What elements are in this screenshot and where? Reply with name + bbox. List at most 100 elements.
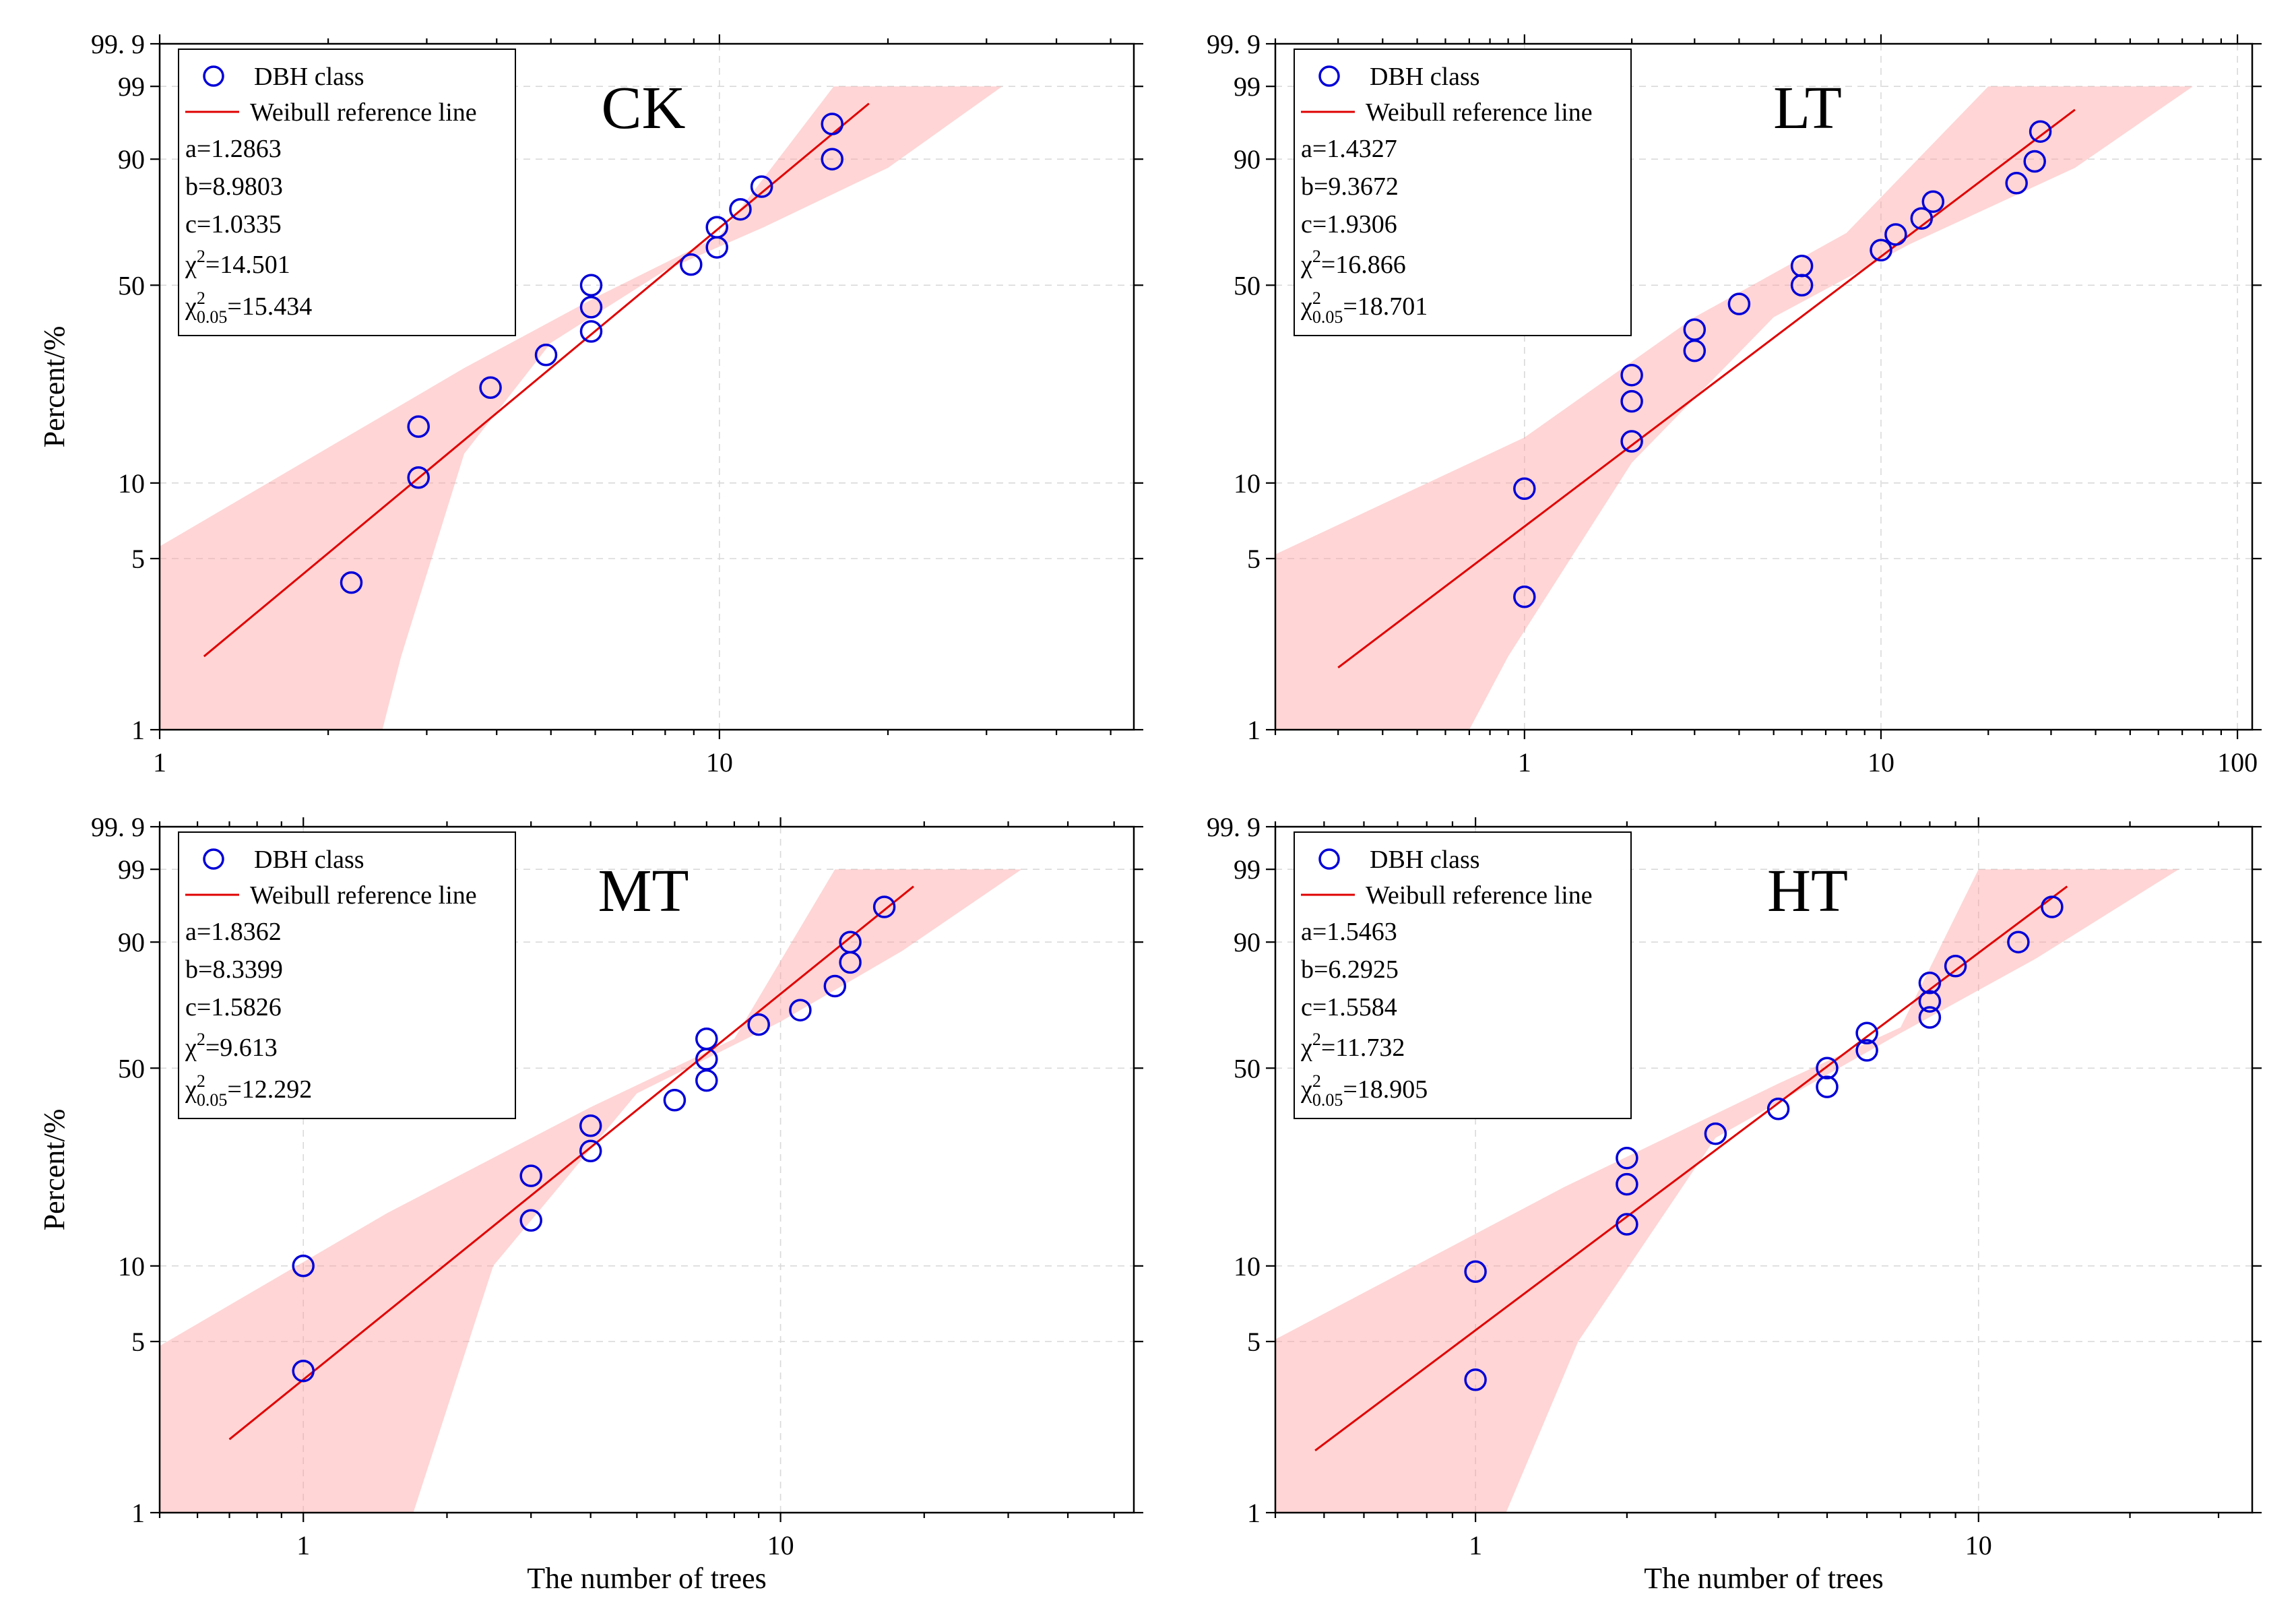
x-tick-label: 10	[706, 747, 733, 778]
data-point	[1620, 389, 1643, 413]
y-axis-ticks: 1 5 10 50 90 99 99. 9	[1207, 812, 2262, 1528]
param-line: b=8.3399	[185, 955, 283, 984]
data-point	[680, 253, 703, 276]
data-point	[1855, 1021, 1878, 1045]
data-point	[407, 466, 430, 489]
y-axis-ticks: 1 5 10 50 90 99 99. 9	[91, 812, 1143, 1528]
data-point	[1616, 1172, 1638, 1196]
data-point	[1816, 1075, 1839, 1098]
y-axis-title: Percent/%	[38, 326, 71, 448]
y-tick-label: 10	[118, 468, 145, 499]
y-tick-label: 10	[1234, 1251, 1261, 1282]
legend-label-line: Weibull reference line	[250, 98, 477, 127]
data-point	[729, 197, 752, 221]
legend-label-points: DBH class	[1370, 63, 1480, 91]
x-tick-label: 10	[767, 1530, 794, 1560]
plot-frame	[1274, 825, 2254, 1514]
x-tick-label: 1	[296, 1530, 310, 1560]
panel-mt: 1 10 1 5 10 50 90 99 99. 9 Percent/% The number of…	[38, 812, 1143, 1595]
data-point	[695, 1069, 718, 1092]
data-point	[2029, 120, 2052, 143]
y-tick-label: 50	[118, 1053, 145, 1083]
data-point	[479, 376, 502, 400]
y-axis-ticks: 1 5 10 50 90 99 99. 9	[91, 29, 1143, 745]
y-tick-label: 99	[1234, 71, 1261, 102]
legend-box	[178, 831, 516, 1119]
x-tick-label: 1	[1518, 747, 1531, 778]
y-axis-title: Percent/%	[38, 1109, 71, 1231]
panel-lt: 1 10 100 1 5 10 50 90 99 99. 9 LT DBH class Weibull …	[1207, 29, 2262, 778]
data-point	[1464, 1260, 1487, 1284]
data-point	[534, 344, 558, 367]
x-axis-ticks: 1 10	[153, 34, 1112, 778]
data-point	[1620, 363, 1643, 387]
y-tick-label: 1	[1247, 1498, 1261, 1528]
param-line: χ2 0.05=18.905	[1300, 1071, 1428, 1110]
legend: DBH class Weibull reference line a=1.8362 b…	[178, 831, 516, 1119]
legend-marker-points	[1318, 848, 1340, 870]
confidence-band	[1275, 86, 2193, 730]
y-tick-label: 10	[118, 1251, 145, 1282]
param-line: c=1.0335	[185, 210, 282, 239]
param-line: c=1.5826	[185, 993, 282, 1021]
legend: DBH class Weibull reference line a=1.2863 b…	[178, 49, 516, 336]
data-point	[1918, 990, 1942, 1013]
data-point	[1513, 586, 1536, 608]
x-tick-label: 10	[1868, 747, 1894, 778]
data-point	[1616, 1146, 1638, 1170]
y-tick-label: 1	[131, 1498, 145, 1528]
y-tick-label: 90	[1234, 927, 1261, 957]
x-axis-ticks: 1 10	[158, 817, 1115, 1560]
y-tick-label: 50	[1234, 270, 1261, 301]
data-point	[579, 274, 603, 297]
legend-marker-points	[203, 65, 224, 87]
legend-marker-points	[1318, 65, 1340, 87]
panel-title: CK	[601, 75, 685, 141]
data-point	[1616, 1213, 1638, 1236]
legend-label-line: Weibull reference line	[1366, 881, 1593, 910]
y-tick-label: 50	[118, 270, 145, 301]
y-tick-label: 1	[1247, 715, 1261, 745]
legend-box	[1294, 831, 1632, 1119]
data-point	[1727, 292, 1751, 315]
data-point	[292, 1359, 315, 1383]
data-point	[2041, 895, 2064, 918]
data-point	[1766, 1098, 1790, 1121]
data-point	[872, 895, 896, 918]
x-axis-title: The number of trees	[1644, 1562, 1884, 1595]
data-point	[821, 113, 843, 135]
data-point	[1910, 207, 1934, 230]
y-tick-label: 99	[1234, 854, 1261, 885]
weibull-reference-line	[228, 885, 914, 1441]
x-tick-label: 1	[153, 747, 166, 778]
data-point	[1918, 1006, 1942, 1029]
data-point	[2005, 172, 2028, 195]
data-point	[1464, 1368, 1487, 1391]
data-point	[1921, 190, 1945, 213]
data-point	[579, 296, 603, 319]
data-point	[1884, 223, 1907, 246]
param-line: c=1.5584	[1301, 993, 1397, 1021]
panel-title: LT	[1773, 75, 1842, 141]
x-axis-title: The number of trees	[527, 1562, 767, 1595]
plot-frame	[158, 42, 1135, 731]
data-point	[1790, 254, 1814, 278]
y-tick-label: 99. 9	[91, 812, 145, 842]
param-line: a=1.4327	[1301, 135, 1397, 163]
param-line: a=1.8362	[185, 918, 282, 946]
data-point	[839, 930, 862, 953]
confidence-band	[1275, 869, 2179, 1513]
y-tick-label: 5	[1247, 544, 1261, 574]
data-point	[705, 216, 728, 239]
x-tick-label: 100	[2217, 747, 2258, 778]
data-point	[663, 1089, 687, 1112]
data-point	[1620, 430, 1643, 453]
y-tick-label: 50	[1234, 1053, 1261, 1083]
y-tick-label: 10	[1234, 468, 1261, 499]
panel-ht: 1 10 1 5 10 50 90 99 99. 9 The number of trees HT D…	[1207, 812, 2262, 1595]
y-tick-label: 99	[118, 854, 145, 885]
y-tick-label: 90	[118, 927, 145, 957]
data-point	[789, 999, 812, 1021]
panel-title: HT	[1767, 858, 1848, 924]
